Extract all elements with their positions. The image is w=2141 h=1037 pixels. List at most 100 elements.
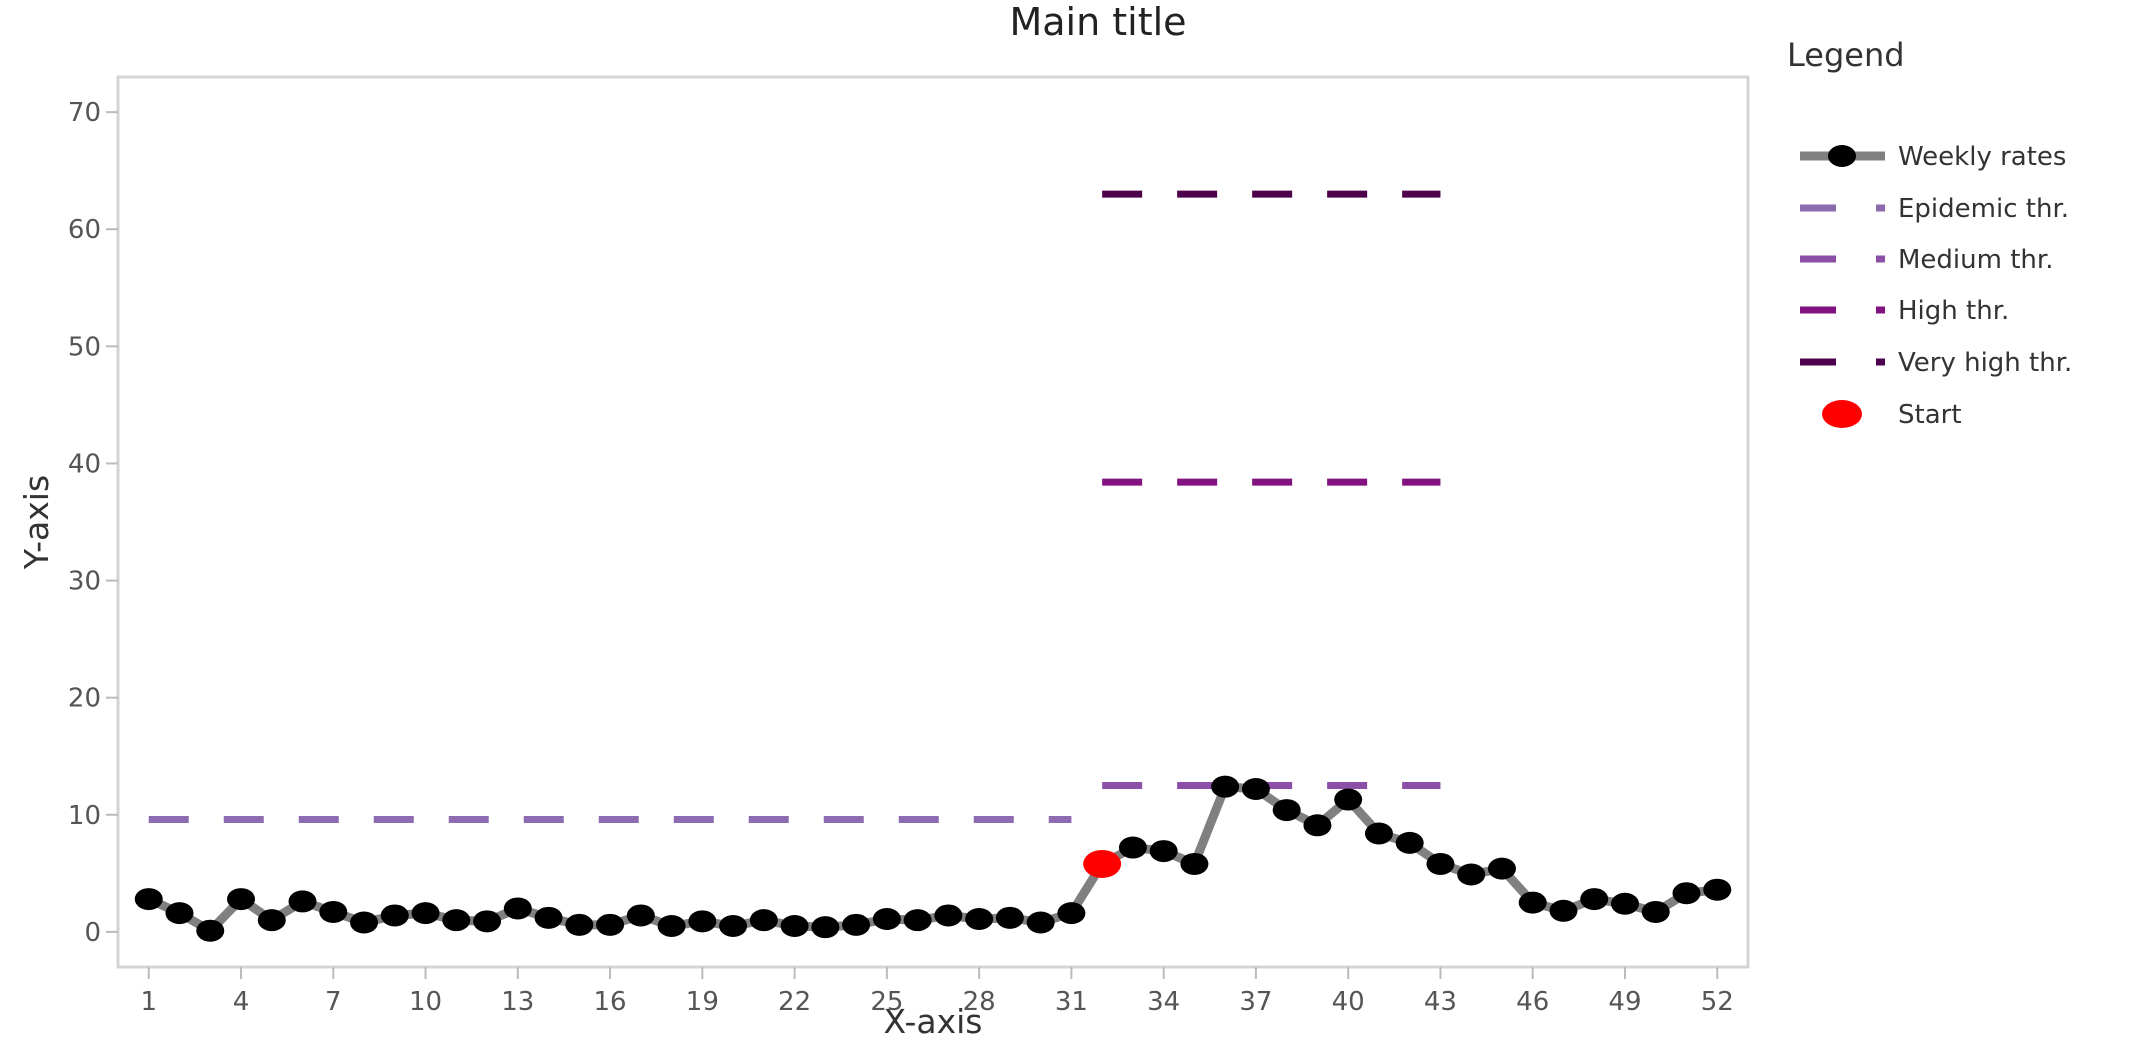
weekly-rates-points <box>134 775 1732 942</box>
weekly-rate-point <box>134 888 163 911</box>
legend-label-weekly-rates: Weekly rates <box>1898 142 2066 172</box>
weekly-rate-point <box>903 909 932 932</box>
x-tick-label: 10 <box>409 987 442 1017</box>
threshold-lines <box>148 190 1441 823</box>
x-tick-label: 52 <box>1701 987 1734 1017</box>
weekly-rate-point <box>1457 863 1486 886</box>
weekly-rate-point <box>565 913 594 936</box>
weekly-rate-point <box>165 902 194 925</box>
weekly-rate-point <box>442 909 471 932</box>
weekly-rate-point <box>626 904 655 927</box>
weekly-rate-point <box>749 909 778 932</box>
weekly-rate-point <box>965 907 994 930</box>
weekly-rate-point <box>842 913 871 936</box>
x-tick-label: 25 <box>870 987 903 1017</box>
weekly-rate-point <box>780 915 809 938</box>
x-tick-label: 7 <box>325 987 342 1017</box>
weekly-rate-point <box>719 915 748 938</box>
weekly-rate-point <box>1364 822 1393 845</box>
weekly-rate-point <box>411 902 440 925</box>
y-tick-label: 70 <box>68 98 101 128</box>
legend-label-start: Start <box>1898 400 1962 430</box>
weekly-rate-point <box>1026 911 1055 934</box>
weekly-rate-point <box>257 909 286 932</box>
legend-label-threshold: High thr. <box>1898 296 2009 326</box>
legend-title: Legend <box>1787 36 1905 74</box>
chart-title: Main title <box>1009 0 1186 44</box>
weekly-rates-line <box>146 782 1718 936</box>
x-tick-label: 34 <box>1147 987 1180 1017</box>
x-tick-label: 31 <box>1055 987 1088 1017</box>
weekly-rate-point <box>1672 882 1701 905</box>
legend: Weekly rates Epidemic thr. Medium thr. High… <box>1800 142 2072 430</box>
weekly-rate-point <box>1580 888 1609 911</box>
y-axis-title: Y-axis <box>17 475 56 570</box>
weekly-rate-point <box>1487 857 1516 880</box>
x-tick-label: 22 <box>778 987 811 1017</box>
weekly-rate-point <box>196 919 225 942</box>
weekly-rate-point <box>872 907 901 930</box>
weekly-rate-point <box>227 888 256 911</box>
x-tick-label: 4 <box>233 987 250 1017</box>
weekly-rate-point <box>1211 775 1240 798</box>
weekly-rate-point <box>1395 831 1424 854</box>
legend-label-threshold: Very high thr. <box>1898 348 2072 378</box>
weekly-rate-point <box>288 890 317 913</box>
legend-label-threshold: Medium thr. <box>1898 245 2053 275</box>
start-marker <box>1083 849 1122 878</box>
legend-label-threshold: Epidemic thr. <box>1898 194 2069 224</box>
weekly-rate-point <box>995 906 1024 929</box>
weekly-rate-point <box>1057 902 1086 925</box>
start-marker-group <box>1083 849 1122 878</box>
y-tick-label: 60 <box>68 215 101 245</box>
legend-weekly-point-icon <box>1828 145 1856 167</box>
weekly-rate-point <box>1272 799 1301 822</box>
weekly-rate-point <box>1180 852 1209 875</box>
plot-area-border <box>116 75 1750 969</box>
x-tick-label: 28 <box>963 987 996 1017</box>
y-tick-label: 0 <box>84 918 101 948</box>
x-tick-label: 49 <box>1608 987 1641 1017</box>
weekly-rate-point <box>1703 878 1732 901</box>
x-tick-label: 13 <box>501 987 534 1017</box>
y-tick-label: 20 <box>68 684 101 714</box>
weekly-rate-point <box>473 910 502 933</box>
weekly-rate-point <box>1518 891 1547 914</box>
weekly-rate-point <box>503 897 532 920</box>
weekly-rate-point <box>1303 814 1332 837</box>
x-tick-label: 16 <box>594 987 627 1017</box>
y-tick-label: 30 <box>68 567 101 597</box>
weekly-rate-point <box>688 910 717 933</box>
x-tick-label: 40 <box>1332 987 1365 1017</box>
weekly-rate-point <box>1641 900 1670 923</box>
y-tick-label: 50 <box>68 332 101 362</box>
weekly-rate-point <box>319 900 348 923</box>
weekly-rate-point <box>534 906 563 929</box>
weekly-rate-point <box>1610 892 1639 915</box>
weekly-rate-point <box>1118 836 1147 859</box>
legend-start-icon <box>1822 400 1862 428</box>
weekly-rate-point <box>811 916 840 939</box>
x-axis-title: X-axis <box>884 1002 983 1037</box>
weekly-rate-point <box>1241 778 1270 800</box>
x-axis-ticks: 1 4 7 10 13 16 19 22 25 28 31 34 37 40 43 46 49 52 <box>140 967 1734 1017</box>
weekly-rate-point <box>1426 852 1455 875</box>
weekly-rate-point <box>350 911 379 934</box>
y-tick-label: 10 <box>68 801 101 831</box>
y-axis-ticks: 0 10 20 30 40 50 60 70 <box>68 98 118 948</box>
weekly-rate-point <box>1549 899 1578 922</box>
weekly-rate-point <box>380 904 409 927</box>
x-tick-label: 46 <box>1516 987 1549 1017</box>
x-tick-label: 1 <box>140 987 157 1017</box>
weekly-rate-point <box>596 913 625 936</box>
weekly-rate-point <box>657 915 686 938</box>
weekly-rate-point <box>1334 788 1363 811</box>
weekly-rate-point <box>1149 840 1178 863</box>
y-tick-label: 40 <box>68 449 101 479</box>
x-tick-label: 37 <box>1239 987 1272 1017</box>
x-tick-label: 19 <box>686 987 719 1017</box>
weekly-rates-polyline <box>146 782 1718 936</box>
weekly-rate-point <box>934 904 963 927</box>
x-tick-label: 43 <box>1424 987 1457 1017</box>
